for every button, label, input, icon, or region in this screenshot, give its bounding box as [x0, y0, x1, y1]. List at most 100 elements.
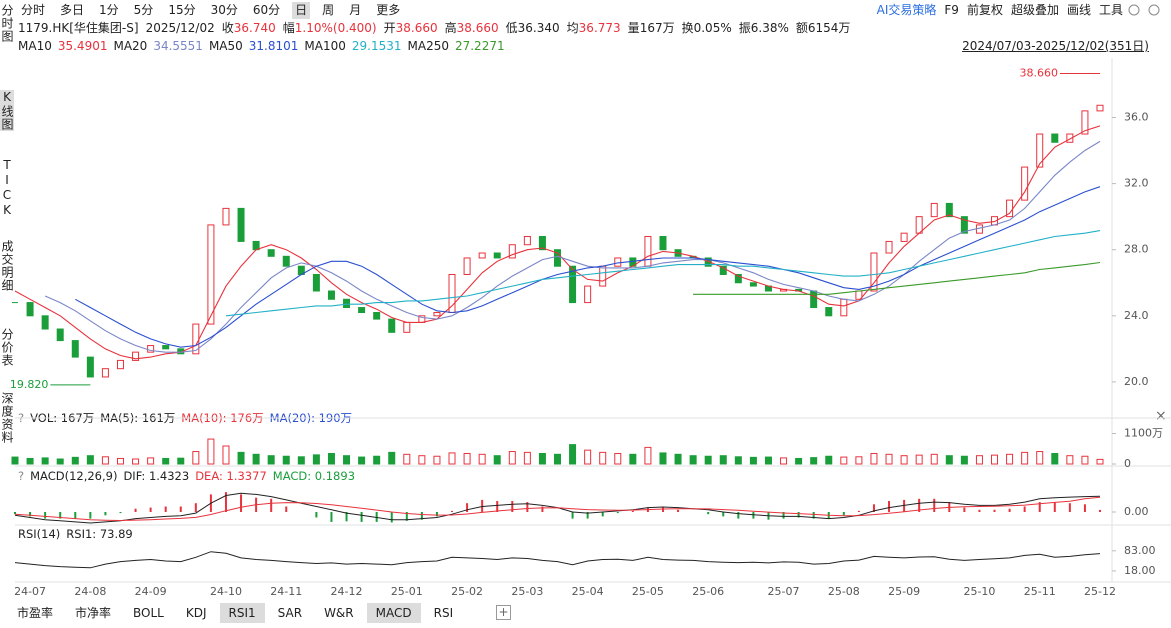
- indicator-tab[interactable]: BOLL: [133, 606, 164, 620]
- indicator-tab[interactable]: MACD: [366, 603, 421, 623]
- volume-bar: [960, 455, 968, 465]
- info-value: 6.38%: [750, 21, 789, 35]
- info-value: 1.10%(0.400): [294, 21, 377, 35]
- indicator-tabs: 市盈率 市净率 BOLL KDJ RSI1 SAR W&R MACD RSI: [8, 603, 462, 623]
- sidebar-tab[interactable]: 分价表: [0, 328, 14, 367]
- sidebar-tab[interactable]: TICK: [0, 158, 14, 218]
- tool-button[interactable]: AI交易策略: [876, 3, 937, 17]
- legend-item: MACD(12,26,9): [30, 469, 118, 483]
- tool-button[interactable]: F9: [944, 3, 959, 17]
- info-value: 36.740: [233, 21, 276, 35]
- volume-bar: [207, 438, 215, 465]
- candle: [1096, 104, 1104, 112]
- candle: [86, 356, 94, 378]
- candle: [358, 307, 366, 313]
- info-item: 额6154万: [796, 20, 851, 36]
- y-tick-label: 1100万: [1124, 427, 1163, 440]
- indicator-tab[interactable]: SAR: [277, 606, 303, 620]
- volume-bar: [855, 456, 863, 465]
- line: [44, 140, 1101, 353]
- candle: [644, 235, 652, 267]
- tool-button[interactable]: 超级叠加: [1010, 3, 1059, 17]
- x-tick-label: 25-05: [632, 585, 664, 598]
- candle: [614, 257, 622, 267]
- candle: [538, 235, 546, 251]
- candle: [207, 224, 215, 325]
- indicator-tab[interactable]: 市盈率: [17, 606, 54, 620]
- period-button[interactable]: 多日: [60, 3, 85, 17]
- legend-name: MA20: [113, 39, 148, 53]
- candle: [1066, 133, 1074, 143]
- volume-bar: [644, 446, 652, 465]
- legend-name: MA100: [304, 39, 346, 53]
- indicator-tab[interactable]: RSI: [433, 606, 454, 620]
- volume-bar: [373, 455, 381, 465]
- candle: [870, 252, 878, 292]
- tool-button[interactable]: 工具: [1098, 3, 1123, 17]
- candle: [312, 273, 320, 292]
- sidebar-tab[interactable]: 分时图: [0, 4, 14, 43]
- volume-bar: [282, 455, 290, 465]
- candle: [523, 235, 531, 246]
- period-toolbar: 分时 多日 1分 5分 15分 30分 60分日周月更多: [18, 2, 403, 19]
- period-button[interactable]: 60分: [252, 3, 281, 17]
- volume-bar: [463, 452, 471, 465]
- candle: [1021, 166, 1029, 201]
- period-button[interactable]: 15分: [168, 3, 196, 17]
- legend-value: 31.8101: [248, 39, 299, 53]
- y-tick-label: 18.00: [1124, 564, 1156, 577]
- indicator-tab[interactable]: W&R: [324, 606, 354, 620]
- period-button[interactable]: 日: [292, 2, 311, 19]
- info-item: 振6.38%: [739, 20, 789, 36]
- period-button[interactable]: 30分: [210, 3, 238, 17]
- close-icon[interactable]: ×: [1155, 408, 1167, 424]
- help-icon[interactable]: ?: [18, 469, 25, 483]
- line: [693, 261, 1101, 295]
- legend-name: MA10: [18, 39, 52, 53]
- legend-value: 34.5551: [153, 39, 203, 53]
- indicator-tab[interactable]: RSI1: [219, 603, 265, 623]
- legend-item: DEA: 1.3377: [195, 469, 267, 483]
- candle: [403, 321, 411, 333]
- period-button[interactable]: 5分: [133, 3, 154, 17]
- volume-bar: [327, 452, 335, 465]
- info-label: 量: [627, 21, 640, 35]
- line: [14, 496, 1101, 522]
- candle: [56, 328, 64, 342]
- volume-bar: [71, 456, 79, 465]
- x-tick-label: 24-08: [74, 585, 106, 598]
- candle: [810, 290, 818, 309]
- period-button[interactable]: 月: [349, 3, 362, 17]
- sidebar-tab[interactable]: 深度资料: [0, 392, 14, 444]
- indicator-tab[interactable]: KDJ: [185, 606, 207, 620]
- tool-button[interactable]: 画线: [1066, 3, 1091, 17]
- sidebar-tab[interactable]: K线图: [0, 90, 14, 131]
- volume-bar: [704, 455, 712, 465]
- volume-bar: [478, 453, 486, 465]
- candle: [162, 345, 170, 350]
- volume-bar: [86, 455, 94, 465]
- candle: [267, 249, 275, 257]
- volume-bar: [162, 457, 170, 465]
- indicator-tab[interactable]: 市净率: [75, 606, 112, 620]
- x-tick-label: 25-09: [888, 585, 920, 598]
- date-range[interactable]: 2024/07/03-2025/12/02(351日): [962, 39, 1149, 53]
- period-button[interactable]: 分时: [21, 3, 46, 17]
- x-tick-label: 24-09: [135, 585, 167, 598]
- volume-bar: [915, 454, 923, 465]
- info-value: 36.340: [517, 21, 560, 35]
- period-button[interactable]: 周: [322, 3, 335, 17]
- add-tab[interactable]: +: [496, 605, 511, 620]
- line: [75, 186, 1101, 348]
- info-label: 低: [505, 21, 518, 35]
- candle: [960, 216, 968, 234]
- candle: [1036, 133, 1044, 168]
- macd-legend: ? MACD(12,26,9) DIF: 1.4323 DEA: 1.3377 MACD…: [18, 469, 355, 484]
- period-button[interactable]: 更多: [376, 3, 401, 17]
- period-button[interactable]: 1分: [99, 3, 119, 17]
- sidebar-tab[interactable]: 成交明细: [0, 240, 14, 292]
- volume-bar: [493, 455, 501, 465]
- tool-button[interactable]: 前复权: [966, 3, 1003, 17]
- candle: [569, 265, 577, 304]
- info-label: 换: [681, 21, 694, 35]
